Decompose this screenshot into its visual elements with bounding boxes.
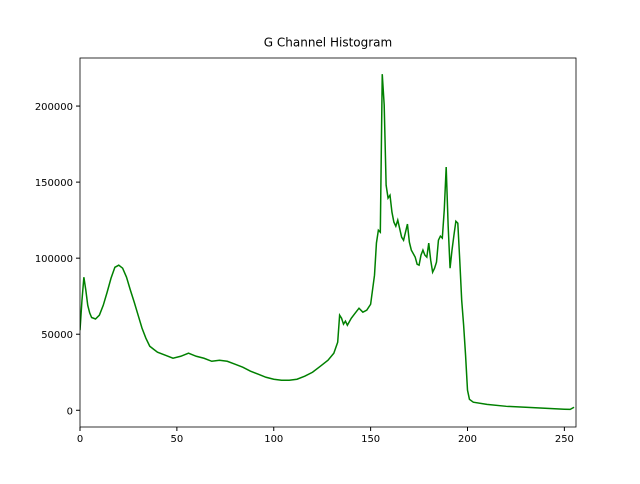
series-line [80, 74, 575, 411]
x-tick-label: 50 [171, 434, 184, 445]
x-tick-label: 100 [264, 434, 283, 445]
x-tick-label: 0 [77, 434, 83, 445]
x-tick-label: 250 [555, 434, 574, 445]
chart-title: G Channel Histogram [264, 36, 392, 50]
y-tick-label: 50000 [41, 330, 73, 341]
y-tick-label: 100000 [35, 254, 73, 265]
plot-frame [79, 57, 577, 428]
y-tick-label: 150000 [35, 178, 73, 189]
x-tick-label: 150 [361, 434, 380, 445]
x-tick-label: 200 [458, 434, 477, 445]
y-tick-label: 200000 [35, 102, 73, 113]
y-tick-label: 0 [67, 406, 73, 417]
